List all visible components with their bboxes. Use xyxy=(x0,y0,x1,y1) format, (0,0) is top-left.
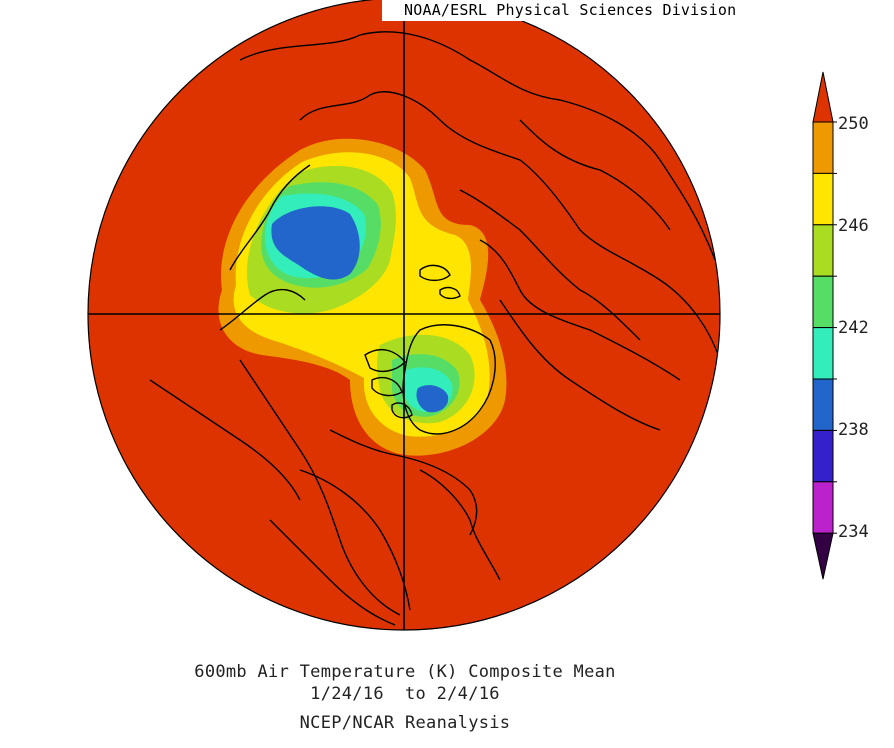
credit-box xyxy=(382,0,726,21)
colorbar-label-250: 250 xyxy=(838,114,869,134)
colorbar-label-234: 234 xyxy=(838,522,869,542)
colorbar-band xyxy=(812,429,834,483)
colorbar-band xyxy=(812,327,834,380)
colorbar-label-238: 238 xyxy=(838,420,869,440)
colorbar-band xyxy=(812,378,834,431)
caption-title: 600mb Air Temperature (K) Composite Mean xyxy=(194,662,616,682)
contour-238-240 xyxy=(271,206,360,280)
temperature-contours xyxy=(218,138,507,456)
colorbar-band xyxy=(812,275,834,329)
colorbar-band xyxy=(812,172,834,226)
colorbar-label-246: 246 xyxy=(838,216,869,236)
caption-dates: 1/24/16 to 2/4/16 xyxy=(310,684,500,704)
credit-label: NOAA/ESRL Physical Sciences Division xyxy=(404,1,737,19)
globe-outline xyxy=(87,0,721,631)
colorbar-label-242: 242 xyxy=(838,318,869,338)
colorbar-bottom-arrow xyxy=(812,532,834,580)
colorbar-band xyxy=(812,121,834,174)
colorbar-band xyxy=(812,224,834,277)
colorbar-band xyxy=(812,481,834,534)
contour-238-240-b xyxy=(416,385,449,413)
colorbar xyxy=(812,71,837,580)
caption-source: NCEP/NCAR Reanalysis xyxy=(299,713,511,733)
colorbar-top-arrow xyxy=(812,71,834,123)
